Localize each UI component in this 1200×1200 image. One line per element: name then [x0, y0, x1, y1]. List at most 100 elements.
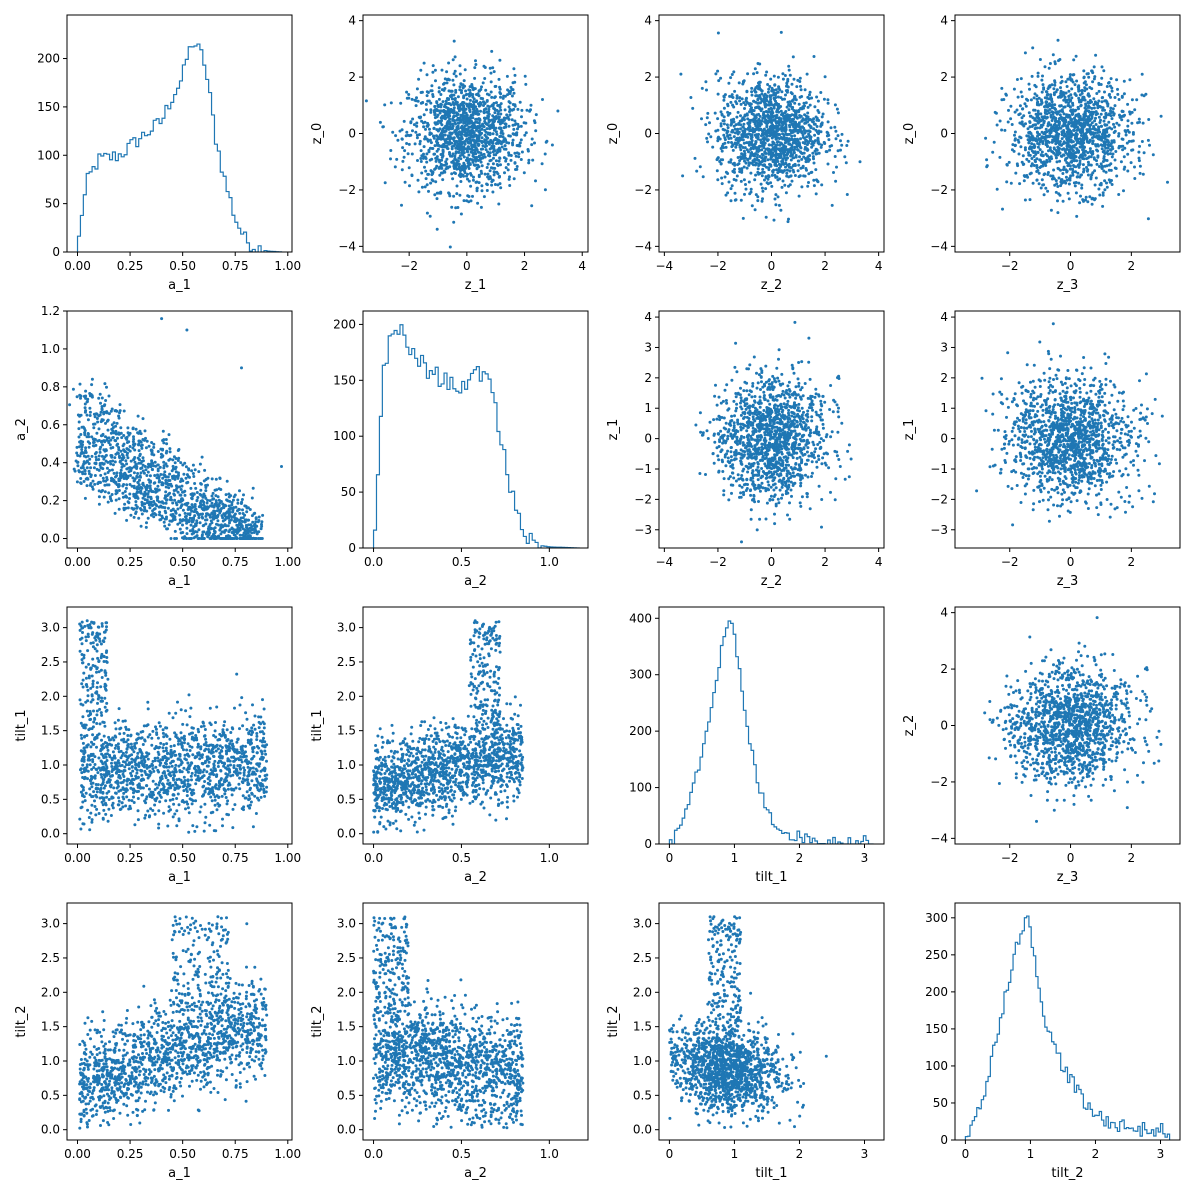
scatter-point [480, 189, 484, 193]
scatter-point [984, 136, 988, 140]
scatter-point [158, 513, 161, 517]
scatter-point [726, 110, 730, 114]
scatter-point [1027, 159, 1031, 163]
scatter-point [188, 512, 192, 516]
scatter-point [105, 419, 109, 423]
scatter-point [766, 121, 770, 125]
scatter-point [1082, 170, 1085, 174]
scatter-point [1108, 92, 1111, 96]
scatter-point [120, 465, 124, 469]
scatter-point [1038, 148, 1042, 152]
scatter-point [1011, 143, 1015, 147]
scatter-point [1051, 125, 1055, 129]
scatter-point [454, 102, 458, 106]
scatter-point [764, 110, 768, 113]
scatter-point [1027, 141, 1031, 145]
scatter-point [1077, 89, 1081, 93]
scatter-point [1042, 193, 1046, 197]
scatter-point [1081, 96, 1085, 100]
scatter-point [1068, 167, 1072, 171]
scatter-point [77, 469, 81, 473]
scatter-point [769, 181, 773, 185]
scatter-point [460, 91, 463, 95]
scatter-point [742, 79, 746, 83]
scatter-point [145, 521, 148, 525]
scatter-point [1063, 149, 1067, 153]
scatter-point [452, 220, 456, 224]
scatter-point [1076, 171, 1080, 175]
scatter-point [488, 169, 492, 173]
scatter-point [543, 188, 547, 192]
scatter-point [788, 183, 792, 187]
scatter-point [773, 102, 777, 106]
scatter-point [457, 151, 461, 154]
scatter-point [95, 417, 99, 420]
scatter-point [198, 462, 202, 466]
scatter-point [439, 190, 443, 194]
scatter-point [447, 98, 451, 101]
scatter-point [808, 130, 812, 134]
x-tick-label: 0 [1067, 259, 1075, 273]
scatter-point [79, 466, 83, 470]
scatter-point [140, 512, 144, 516]
scatter-point [995, 123, 999, 127]
scatter-point [1042, 121, 1046, 125]
scatter-point [454, 132, 458, 136]
scatter-point [785, 156, 789, 160]
scatter-point [241, 533, 245, 537]
scatter-point [488, 127, 492, 131]
scatter-point [1054, 142, 1058, 146]
scatter-point [125, 483, 129, 487]
scatter-point [803, 118, 807, 122]
scatter-point [513, 161, 517, 165]
scatter-point [238, 489, 241, 493]
scatter-point [444, 99, 448, 103]
scatter-point [1090, 197, 1094, 201]
scatter-point [514, 122, 518, 126]
scatter-point [1086, 173, 1090, 177]
scatter-point [812, 184, 816, 188]
scatter-point [507, 177, 511, 181]
scatter-point [1124, 133, 1128, 137]
scatter-point [485, 92, 489, 96]
scatter-point [1059, 94, 1063, 98]
scatter-point [743, 107, 746, 110]
scatter-point [1064, 157, 1068, 161]
scatter-point [735, 102, 739, 106]
scatter-point [1072, 128, 1076, 132]
scatter-point [1056, 166, 1060, 170]
y-tick-label: −2 [634, 183, 652, 197]
scatter-point [1097, 81, 1101, 85]
scatter-point [802, 174, 806, 178]
scatter-point [133, 460, 137, 464]
scatter-point [823, 75, 827, 79]
scatter-point [99, 401, 102, 405]
scatter-point [698, 165, 702, 169]
scatter-point [482, 195, 486, 199]
scatter-point [1052, 129, 1056, 133]
scatter-point [118, 403, 122, 407]
scatter-point [821, 112, 825, 116]
scatter-point [124, 486, 128, 490]
scatter-point [1048, 131, 1052, 135]
scatter-point [126, 500, 130, 504]
scatter-point [1068, 73, 1072, 77]
scatter-point [1037, 182, 1041, 186]
scatter-point [1122, 155, 1126, 159]
scatter-point [178, 527, 182, 531]
scatter-point [834, 179, 838, 183]
scatter-point [739, 148, 743, 152]
scatter-point [85, 413, 89, 417]
scatter-point [230, 501, 234, 504]
scatter-point [998, 119, 1002, 123]
scatter-point [1101, 106, 1105, 110]
scatter-point [1097, 115, 1101, 119]
scatter-point [1082, 116, 1086, 120]
scatter-point [738, 99, 742, 103]
scatter-point [1032, 151, 1036, 154]
scatter-point [136, 456, 140, 460]
scatter-point [1005, 180, 1009, 184]
scatter-point [423, 120, 427, 124]
scatter-point [462, 121, 466, 125]
scatter-point [1095, 159, 1098, 163]
